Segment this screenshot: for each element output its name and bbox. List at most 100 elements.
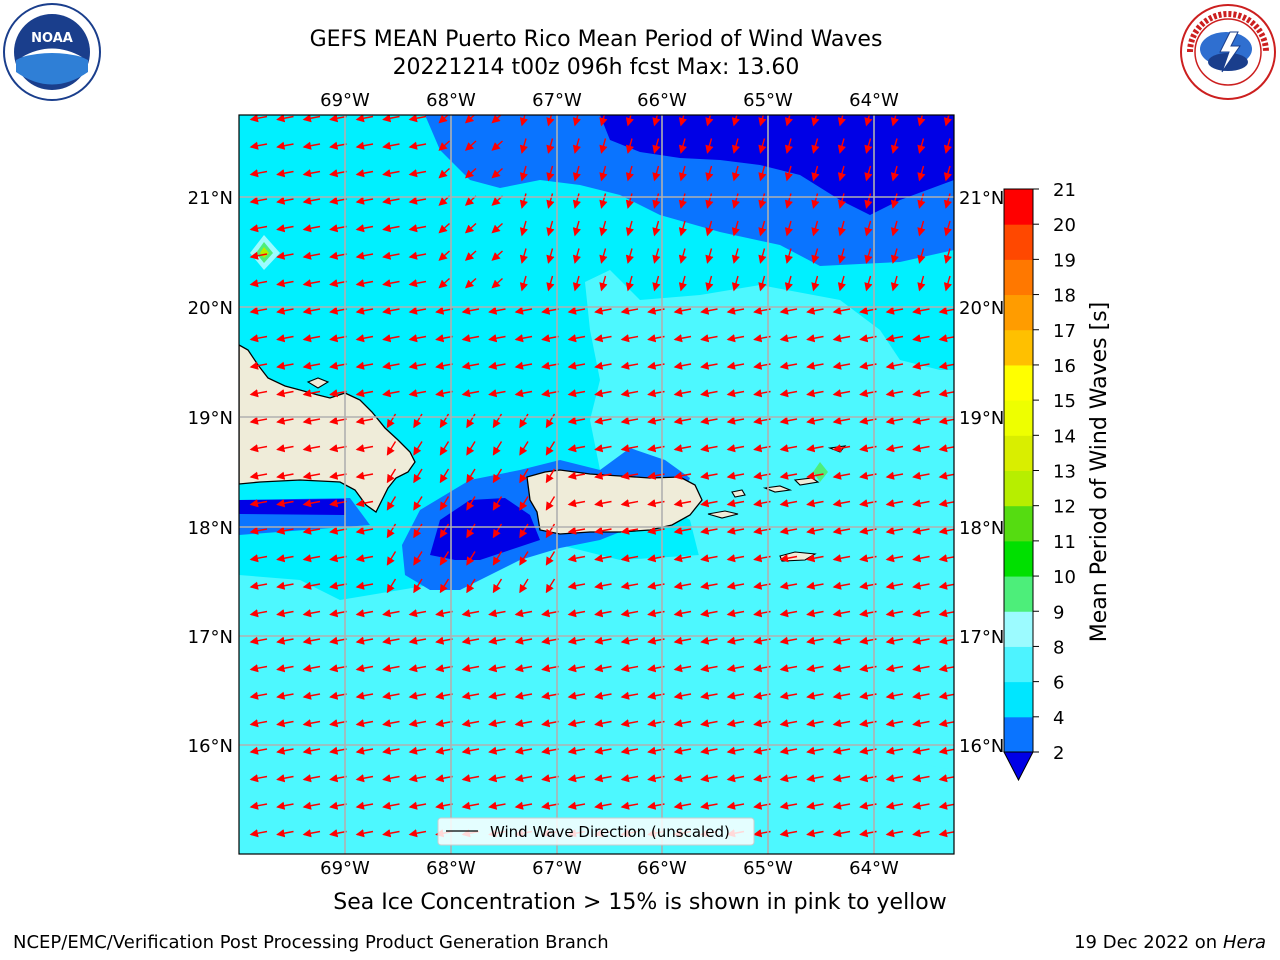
colorbar: 2 4 6 8 9 10 11 12 13 14 15 16 17 18 19 20 21 xyxy=(1003,180,1076,782)
wind-wave-arrow xyxy=(620,746,639,755)
wind-wave-arrow xyxy=(408,251,427,260)
wind-wave-arrow xyxy=(806,746,824,755)
colorbar-tick-label: 21 xyxy=(1053,180,1076,201)
wind-wave-arrow xyxy=(461,746,480,755)
wind-wave-arrow xyxy=(885,471,904,480)
wind-wave-arrow xyxy=(519,551,529,566)
wind-wave-arrow xyxy=(438,277,450,289)
wind-wave-arrow xyxy=(673,801,692,810)
wind-wave-arrow xyxy=(355,169,374,178)
wind-wave-arrow xyxy=(355,801,374,810)
wind-wave-arrow xyxy=(382,719,400,728)
wind-wave-arrow xyxy=(488,389,506,398)
wind-wave-arrow xyxy=(599,165,608,182)
land-st-thomas xyxy=(762,485,793,493)
wind-wave-arrow xyxy=(726,389,745,398)
wind-wave-arrow xyxy=(811,138,820,154)
wind-wave-arrow xyxy=(594,444,612,453)
lon-label: 68°W xyxy=(426,858,476,879)
wind-wave-arrow xyxy=(546,193,555,209)
wind-wave-arrow xyxy=(541,609,559,618)
wind-wave-arrow xyxy=(864,138,873,154)
wind-wave-arrow xyxy=(276,609,294,618)
wind-wave-arrow xyxy=(435,306,453,315)
wind-wave-arrow xyxy=(673,499,692,508)
wind-wave-arrow xyxy=(620,719,639,728)
wind-wave-arrow xyxy=(832,746,851,755)
wind-wave-arrow xyxy=(652,248,661,264)
wind-wave-arrow xyxy=(382,169,400,178)
wind-wave-arrow xyxy=(832,609,851,618)
wind-wave-arrow xyxy=(567,361,586,370)
wind-wave-arrow xyxy=(249,774,268,783)
wind-wave-arrow xyxy=(276,251,294,260)
wind-wave-arrow xyxy=(302,774,321,783)
wind-wave-arrow xyxy=(546,165,555,182)
wind-wave-arrow xyxy=(438,250,450,261)
wind-wave-arrow xyxy=(276,499,294,508)
wind-wave-arrow xyxy=(413,413,423,429)
wind-wave-arrow xyxy=(302,389,321,398)
wind-wave-arrow xyxy=(386,551,397,566)
wind-wave-arrow xyxy=(938,636,954,645)
wind-wave-arrow xyxy=(546,220,555,237)
wind-wave-arrow xyxy=(464,222,477,234)
wind-wave-arrow xyxy=(249,801,268,810)
wind-wave-arrow xyxy=(912,471,930,480)
wind-wave-arrow xyxy=(545,413,556,429)
wind-wave-arrow xyxy=(806,691,824,700)
wind-wave-arrow xyxy=(758,138,767,154)
wind-wave-arrow xyxy=(329,444,347,453)
wind-wave-arrow xyxy=(806,801,824,810)
wind-wave-arrow xyxy=(355,334,374,343)
wind-wave-arrow xyxy=(705,138,714,154)
wind-wave-arrow xyxy=(439,441,450,456)
wind-wave-arrow xyxy=(329,279,347,288)
lat-labels-right: 21°N 20°N 19°N 18°N 17°N 16°N xyxy=(959,188,1004,757)
wind-wave-arrow xyxy=(438,167,450,179)
wind-wave-arrow xyxy=(806,554,824,563)
wind-wave-arrow xyxy=(885,306,904,315)
wind-wave-arrow xyxy=(439,413,450,429)
wind-wave-arrow xyxy=(413,578,423,594)
wind-wave-arrow xyxy=(382,389,400,398)
colorbar-segment xyxy=(1004,576,1033,612)
wind-wave-arrow xyxy=(249,746,268,755)
wind-wave-arrow xyxy=(355,719,374,728)
wind-wave-arrow xyxy=(249,279,268,288)
colorbar-tick-label: 2 xyxy=(1053,743,1064,764)
wind-wave-arrow xyxy=(943,115,952,127)
wind-wave-arrow xyxy=(811,165,820,182)
wind-wave-arrow xyxy=(541,774,559,783)
wind-wave-arrow xyxy=(731,193,740,209)
wind-wave-arrow xyxy=(837,193,846,209)
wind-wave-arrow xyxy=(408,279,427,288)
wind-wave-arrow xyxy=(329,554,347,563)
wind-wave-arrow xyxy=(885,664,904,673)
wind-wave-arrow xyxy=(832,416,851,425)
wind-wave-arrow xyxy=(625,165,634,182)
wind-wave-arrow xyxy=(355,196,374,205)
wind-wave-arrow xyxy=(386,578,397,594)
wind-wave-arrow xyxy=(413,441,423,456)
wind-wave-arrow xyxy=(620,444,639,453)
noaa-logo: NOAA xyxy=(2,2,102,102)
wind-wave-arrow xyxy=(382,609,400,618)
wind-wave-arrow xyxy=(355,636,374,645)
wind-wave-arrow xyxy=(726,526,745,535)
wind-wave-arrow xyxy=(779,416,798,425)
wind-wave-arrow xyxy=(885,691,904,700)
wind-wave-arrow xyxy=(276,306,294,315)
colorbar-segment xyxy=(1004,470,1033,507)
wind-wave-arrow xyxy=(779,306,798,315)
wind-wave-arrow xyxy=(355,416,374,425)
wind-wave-arrow xyxy=(355,251,374,260)
wind-wave-arrow xyxy=(938,499,954,508)
wind-wave-arrow xyxy=(700,774,718,783)
wind-wave-arrow xyxy=(492,551,503,566)
wind-wave-arrow xyxy=(673,719,692,728)
wind-wave-arrow xyxy=(466,413,476,429)
nws-logo xyxy=(1178,2,1278,102)
wind-wave-arrow xyxy=(758,248,767,264)
wind-wave-arrow xyxy=(779,471,798,480)
